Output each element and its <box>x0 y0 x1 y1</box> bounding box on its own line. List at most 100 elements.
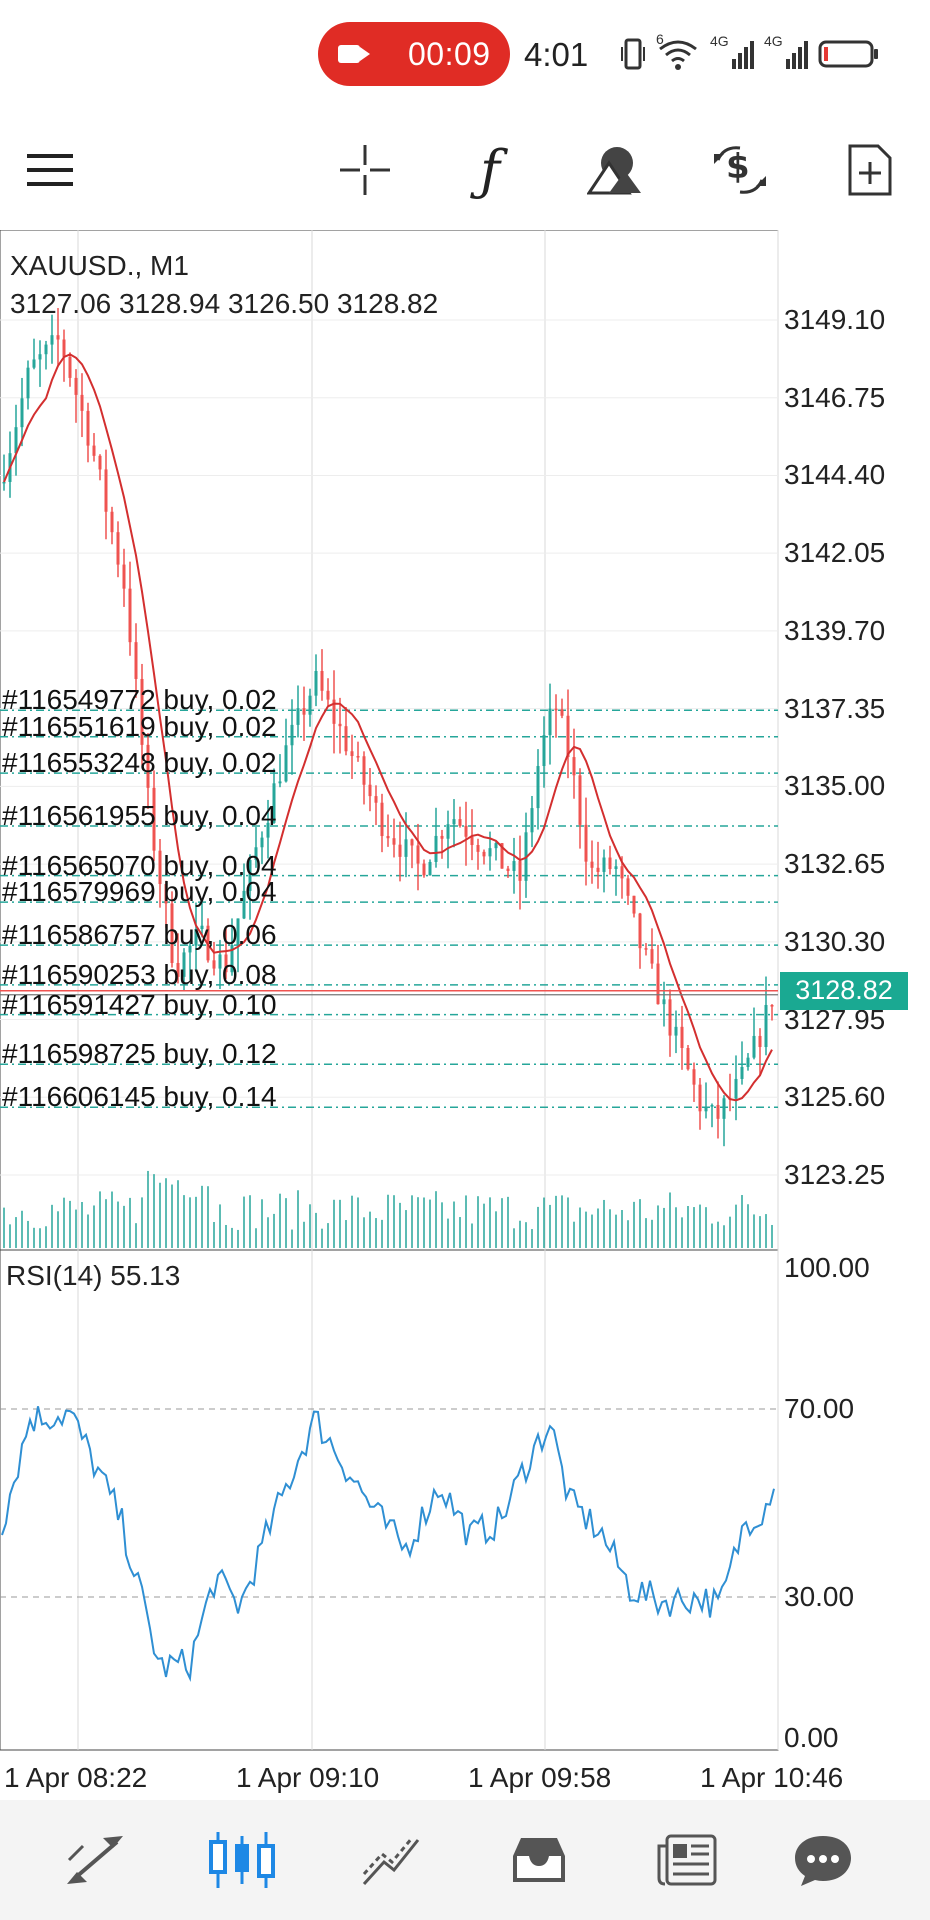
objects-button[interactable] <box>580 120 650 220</box>
candle-body <box>20 398 24 428</box>
candle-body <box>644 948 648 950</box>
candle-body <box>626 878 630 896</box>
price-axis-label: 3130.30 <box>784 925 886 957</box>
price-axis-label: 3123.25 <box>784 1159 886 1190</box>
candle-body <box>458 819 462 826</box>
candle-body <box>356 756 360 758</box>
candle-body <box>104 469 108 512</box>
candle-body <box>362 756 366 785</box>
order-label[interactable]: #116591427 buy, 0.10 <box>2 988 277 1020</box>
price-axis-label: 3125.60 <box>784 1081 886 1113</box>
candle-body <box>374 796 378 803</box>
indicators-button[interactable]: ƒ <box>455 120 525 220</box>
order-label[interactable]: #116579969 buy, 0.04 <box>2 876 277 908</box>
candle-body <box>452 819 456 825</box>
price-axis-label: 3144.40 <box>784 459 886 491</box>
price-axis-label: 3139.70 <box>784 614 886 646</box>
candle-body <box>128 588 132 643</box>
candle-body <box>80 394 84 411</box>
chart-toolbar: ƒ $ <box>0 120 930 220</box>
screen-recording-indicator[interactable]: 00:09 <box>318 22 510 86</box>
candle-body <box>170 903 174 963</box>
candle-body <box>350 751 354 757</box>
candle-body <box>398 844 402 857</box>
candle-body <box>632 895 636 914</box>
candle-body <box>284 745 288 782</box>
candle-body <box>578 775 582 825</box>
battery-icon <box>818 40 878 68</box>
price-axis-label: 3132.65 <box>784 848 886 880</box>
candle-body <box>500 843 504 869</box>
quotes-icon <box>67 1836 123 1884</box>
order-label[interactable]: #116606145 buy, 0.14 <box>2 1081 277 1113</box>
candle-body <box>770 1004 774 1007</box>
candle-body <box>158 850 162 885</box>
candle-body <box>44 344 48 355</box>
candle-body <box>290 724 294 746</box>
candle-body <box>218 954 222 969</box>
candle-body <box>440 835 444 839</box>
candle-body <box>464 825 468 837</box>
candle-body <box>752 1035 756 1058</box>
candle-body <box>518 861 522 881</box>
status-icons: 6 4G 4G <box>620 31 880 72</box>
candle-body <box>608 857 612 870</box>
candle-body <box>482 851 486 857</box>
nav-trade[interactable] <box>337 1810 447 1910</box>
order-label[interactable]: #116561955 buy, 0.04 <box>2 800 277 832</box>
candle-body <box>410 839 414 846</box>
candle-body <box>392 838 396 845</box>
candle-body <box>746 1057 750 1067</box>
trade-icon <box>362 1837 420 1886</box>
order-label[interactable]: #116549772 buy, 0.02 <box>2 684 277 716</box>
nav-news[interactable] <box>632 1810 742 1910</box>
candle-body <box>116 532 120 565</box>
new-order-button[interactable] <box>835 120 905 220</box>
candle-body <box>704 1106 708 1112</box>
rsi-axis-label: 70.00 <box>784 1393 855 1424</box>
menu-button[interactable] <box>20 120 80 220</box>
order-label[interactable]: #116590253 buy, 0.08 <box>2 958 277 990</box>
candle-body <box>638 913 642 949</box>
rsi-pane-border <box>0 1249 779 1751</box>
candle-body <box>92 445 96 456</box>
order-label[interactable]: #116565070 buy, 0.04 <box>2 849 277 881</box>
menu-icon <box>27 154 73 186</box>
order-label[interactable]: #116598725 buy, 0.12 <box>2 1038 277 1070</box>
candle-body <box>110 511 114 533</box>
price-axis-label: 3137.35 <box>784 692 886 724</box>
candle-body <box>212 960 216 969</box>
candle-body <box>50 335 54 345</box>
status-bar: 00:09 4:01 6 4G 4G <box>0 0 930 110</box>
candle-body <box>656 963 660 1005</box>
candle-body <box>302 708 306 715</box>
candle-body <box>650 949 654 964</box>
chart-area[interactable]: XAUUSD., M1 3127.06 3128.94 3126.50 3128… <box>0 230 930 1793</box>
candle-body <box>506 868 510 871</box>
candle-body <box>122 564 126 589</box>
trade-button[interactable]: $ <box>705 120 775 220</box>
candle-body <box>698 1084 702 1112</box>
current-price-tag: 3128.82 <box>780 971 908 1010</box>
order-label[interactable]: #116586757 buy, 0.06 <box>2 919 277 951</box>
candle-body <box>368 784 372 797</box>
candle-body <box>188 945 192 953</box>
candle-body <box>740 1066 744 1079</box>
candle-body <box>26 367 30 399</box>
price-axis-label: 3135.00 <box>784 770 886 802</box>
price-chart-canvas[interactable] <box>0 230 930 1760</box>
nav-chart[interactable] <box>187 1810 297 1910</box>
candle-body <box>434 835 438 862</box>
rsi-axis-label: 30.00 <box>784 1581 855 1612</box>
crosshair-button[interactable] <box>330 120 400 220</box>
order-label[interactable]: #116553248 buy, 0.02 <box>2 747 277 779</box>
indicators-icon: ƒ <box>480 138 500 202</box>
candle-body <box>470 836 474 846</box>
vibrate-icon <box>621 38 645 70</box>
candle-body <box>314 670 318 696</box>
nav-quotes[interactable] <box>40 1810 150 1910</box>
nav-history[interactable] <box>484 1810 594 1910</box>
candle-body <box>38 354 42 360</box>
nav-messages[interactable] <box>768 1810 878 1910</box>
order-label[interactable]: #116551619 buy, 0.02 <box>2 710 277 742</box>
